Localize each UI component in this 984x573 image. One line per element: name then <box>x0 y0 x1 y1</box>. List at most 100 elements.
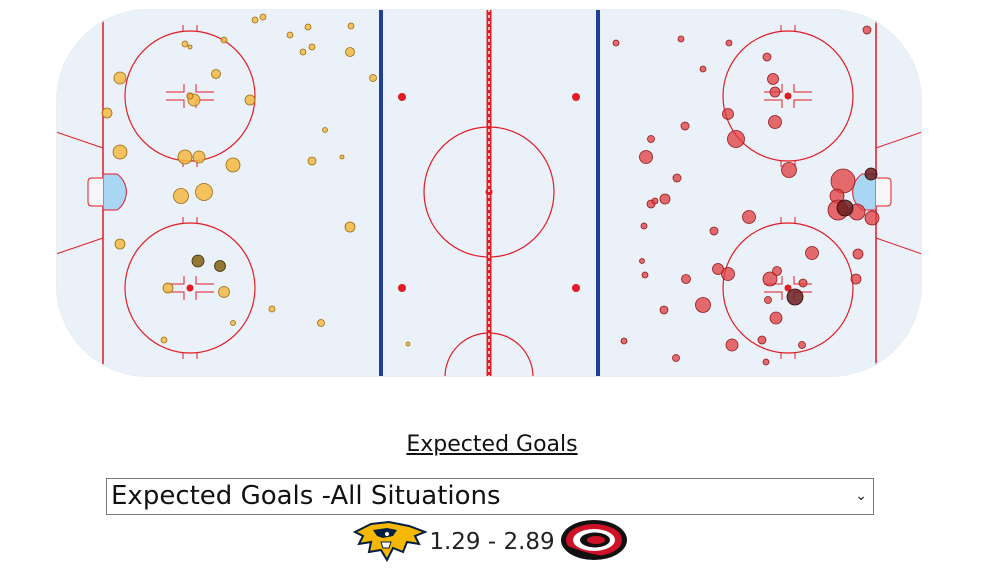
shot-marker-home[interactable] <box>659 305 669 315</box>
shot-marker-away[interactable] <box>307 156 317 166</box>
shot-marker-home[interactable] <box>762 271 778 287</box>
shot-marker-home[interactable] <box>850 273 862 285</box>
shot-marker-away[interactable] <box>259 13 267 21</box>
shot-marker-home[interactable] <box>742 210 756 224</box>
shot-marker-away[interactable] <box>339 154 345 160</box>
shot-marker-away[interactable] <box>113 71 127 85</box>
score-text: 1.29 - 2.89 <box>429 529 555 555</box>
shot-marker-away[interactable] <box>344 221 356 233</box>
shot-marker-home[interactable] <box>612 39 620 47</box>
shot-marker-home[interactable] <box>762 358 770 366</box>
shot-marker-away[interactable] <box>304 23 312 31</box>
shot-marker-away[interactable] <box>187 44 193 50</box>
shot-marker-away[interactable] <box>347 22 355 30</box>
shot-marker-home[interactable] <box>709 226 719 236</box>
predators-logo-icon <box>353 518 429 566</box>
rink-shot-map <box>56 9 922 377</box>
shot-marker-away[interactable] <box>114 238 126 250</box>
shot-marker-away[interactable] <box>244 94 256 106</box>
goal-marker-away[interactable] <box>214 260 226 272</box>
shot-marker-home[interactable] <box>641 271 649 279</box>
shot-marker-away[interactable] <box>218 286 230 298</box>
shot-marker-home[interactable] <box>764 296 772 304</box>
shot-marker-home[interactable] <box>798 341 806 349</box>
shot-marker-home[interactable] <box>712 263 724 275</box>
shot-marker-home[interactable] <box>721 267 735 281</box>
shot-marker-away[interactable] <box>162 282 174 294</box>
shot-marker-away[interactable] <box>220 36 228 44</box>
shot-marker-home[interactable] <box>672 173 682 183</box>
shot-marker-home[interactable] <box>762 52 772 62</box>
shot-marker-away[interactable] <box>268 305 276 313</box>
shot-marker-home[interactable] <box>798 278 808 288</box>
section-title[interactable]: Expected Goals <box>406 432 578 457</box>
shot-marker-home[interactable] <box>772 266 782 276</box>
faceoff-circle-right-bottom <box>722 222 854 354</box>
shot-marker-away[interactable] <box>160 336 168 344</box>
shot-marker-home[interactable] <box>805 246 819 260</box>
shot-marker-away[interactable] <box>369 74 377 82</box>
right-blue-line <box>596 9 600 377</box>
shot-marker-home[interactable] <box>672 354 680 362</box>
shot-marker-home[interactable] <box>699 65 707 73</box>
shot-marker-home[interactable] <box>659 193 671 205</box>
shot-marker-away[interactable] <box>186 92 194 100</box>
shot-marker-home[interactable] <box>681 274 691 284</box>
shot-marker-home[interactable] <box>727 130 745 148</box>
shot-marker-home[interactable] <box>769 311 783 325</box>
situation-select-value: Expected Goals -All Situations <box>111 481 501 511</box>
shot-marker-home[interactable] <box>639 150 653 164</box>
shot-marker-home[interactable] <box>864 210 880 226</box>
shot-marker-away[interactable] <box>177 149 193 165</box>
shot-marker-home[interactable] <box>677 35 685 43</box>
situation-select[interactable]: Expected Goals -All Situations ⌄ <box>106 478 874 515</box>
hurricanes-logo-icon <box>557 517 631 567</box>
shot-marker-away[interactable] <box>299 48 307 56</box>
shot-marker-away[interactable] <box>322 127 328 133</box>
shot-marker-home[interactable] <box>680 121 690 131</box>
shot-marker-home[interactable] <box>852 248 864 260</box>
shot-marker-away[interactable] <box>405 341 411 347</box>
chevron-down-icon: ⌄ <box>855 488 867 504</box>
shot-marker-home[interactable] <box>651 197 659 205</box>
shot-marker-home[interactable] <box>768 115 782 129</box>
shot-marker-away[interactable] <box>230 320 236 326</box>
center-red-line <box>486 9 492 377</box>
shot-marker-away[interactable] <box>308 43 316 51</box>
shot-marker-home[interactable] <box>722 108 734 120</box>
shot-marker-home[interactable] <box>725 338 739 352</box>
left-blue-line <box>379 9 383 377</box>
shot-marker-home[interactable] <box>757 335 767 345</box>
shot-marker-away[interactable] <box>173 188 189 204</box>
score-row: 1.29 - 2.89 <box>0 518 984 566</box>
shot-marker-home[interactable] <box>695 297 711 313</box>
shot-marker-home[interactable] <box>781 162 797 178</box>
shot-marker-away[interactable] <box>317 319 325 327</box>
goal-marker-home[interactable] <box>786 288 804 306</box>
shot-marker-away[interactable] <box>101 107 113 119</box>
shot-marker-away[interactable] <box>211 69 221 79</box>
goal-marker-home[interactable] <box>836 199 854 217</box>
shot-marker-home[interactable] <box>647 135 655 143</box>
shot-marker-home[interactable] <box>767 73 779 85</box>
shot-marker-away[interactable] <box>192 150 206 164</box>
shot-marker-home[interactable] <box>620 337 628 345</box>
shot-marker-home[interactable] <box>862 25 872 35</box>
shot-marker-away[interactable] <box>181 40 189 48</box>
shot-marker-away[interactable] <box>195 183 213 201</box>
shot-marker-home[interactable] <box>769 86 781 98</box>
left-net <box>87 177 103 207</box>
shot-marker-away[interactable] <box>112 144 128 160</box>
shot-marker-away[interactable] <box>225 157 241 173</box>
left-goal-crease <box>102 173 127 211</box>
shot-marker-home[interactable] <box>640 222 648 230</box>
shot-marker-away[interactable] <box>251 16 259 24</box>
shot-marker-home[interactable] <box>725 39 733 47</box>
goal-marker-away[interactable] <box>191 254 205 268</box>
right-net <box>876 177 892 207</box>
goal-marker-home[interactable] <box>864 167 878 181</box>
rink-svg <box>56 9 922 377</box>
shot-marker-away[interactable] <box>286 31 294 39</box>
shot-marker-home[interactable] <box>639 258 645 264</box>
shot-marker-away[interactable] <box>345 47 355 57</box>
